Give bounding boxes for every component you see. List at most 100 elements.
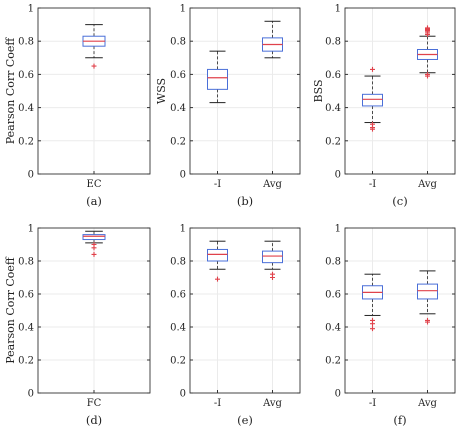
panel-caption: (e) <box>237 413 253 427</box>
panel-caption: (a) <box>86 194 102 208</box>
y-tick-label: 0.4 <box>170 323 186 334</box>
x-tick-label: -I <box>214 398 221 409</box>
x-tick-label: -I <box>214 179 221 190</box>
y-tick-label: 1 <box>28 4 34 15</box>
y-tick-label: 1 <box>335 224 341 235</box>
y-tick-label: 0.8 <box>18 257 34 268</box>
axes-frame <box>344 7 456 175</box>
box-2 <box>417 25 438 79</box>
plot-area <box>345 8 455 174</box>
box-1 <box>82 24 106 69</box>
y-tick-label: 0.6 <box>18 290 34 301</box>
box-1 <box>362 66 383 132</box>
y-tick-label: 0.8 <box>170 37 186 48</box>
chart-panel-5: 0 0.2 0.4 0.6 0.8 1 -I Avg (e) <box>170 224 301 427</box>
outlier-point <box>370 121 375 127</box>
panel-caption: (b) <box>237 194 253 208</box>
outlier-point <box>370 326 375 332</box>
outlier-point <box>425 319 430 325</box>
plot-area <box>345 228 455 393</box>
iqr-box <box>207 248 228 262</box>
axes-frame <box>189 7 301 175</box>
panel-caption: (d) <box>86 413 102 427</box>
y-tick-label: 0.4 <box>325 323 341 334</box>
y-axis-label: BSS <box>312 80 325 103</box>
y-axis-label: Pearson Corr Coeff <box>4 37 17 145</box>
iqr-box <box>82 234 106 241</box>
panel-caption: (f) <box>393 413 406 427</box>
y-tick-label: 0.2 <box>170 356 186 367</box>
iqr-box <box>362 93 383 107</box>
outlier-point <box>91 251 97 257</box>
chart-panel-3: 0 0.2 0.4 0.6 0.8 1 -I Avg BSS (c) <box>312 4 456 208</box>
y-tick-label: 0.8 <box>170 257 186 268</box>
y-tick-label: 0.8 <box>18 37 34 48</box>
y-tick-label: 0 <box>335 170 341 181</box>
x-tick-label: Avg <box>262 179 282 190</box>
y-tick-label: 0.2 <box>325 356 341 367</box>
chart-panel-1: 0 0.2 0.4 0.6 0.8 1 EC Pearson Corr Coeff (a) <box>4 4 151 208</box>
plot-area <box>190 8 300 174</box>
axes-frame <box>37 227 151 394</box>
y-tick-label: 0.2 <box>325 136 341 147</box>
box-1 <box>82 230 106 257</box>
y-axis-label: WSS <box>155 78 168 104</box>
box-1 <box>207 240 228 282</box>
x-tick-label: -I <box>369 179 376 190</box>
axes-frame <box>344 227 456 394</box>
chart-panel-4: 0 0.2 0.4 0.6 0.8 1 FC Pearson Corr Coeff (d) <box>4 224 151 427</box>
y-tick-label: 0 <box>28 170 34 181</box>
y-axis-label: Pearson Corr Coeff <box>4 256 17 364</box>
iqr-box <box>417 283 438 300</box>
outlier-point <box>91 63 97 69</box>
y-tick-label: 0.8 <box>325 37 341 48</box>
y-tick-label: 0 <box>180 170 186 181</box>
plot-area <box>190 228 300 393</box>
y-tick-label: 0.2 <box>18 356 34 367</box>
chart-panel-2: 0 0.2 0.4 0.6 0.8 1 -I Avg WSS (b) <box>155 4 301 208</box>
x-tick-label: EC <box>87 179 102 190</box>
chart-panel-6: 0 0.2 0.4 0.6 0.8 1 -I Avg (f) <box>325 224 456 427</box>
iqr-box <box>262 250 283 264</box>
y-tick-label: 1 <box>180 4 186 15</box>
y-tick-label: 0.6 <box>325 290 341 301</box>
x-tick-label: Avg <box>262 398 282 409</box>
y-tick-label: 0.4 <box>18 323 34 334</box>
outlier-point <box>215 276 220 282</box>
outlier-point <box>425 71 430 77</box>
y-tick-label: 1 <box>180 224 186 235</box>
outlier-point <box>91 245 97 251</box>
y-tick-label: 0.6 <box>170 290 186 301</box>
y-tick-label: 0.4 <box>18 103 34 114</box>
y-tick-label: 0 <box>28 389 34 400</box>
outlier-point <box>270 275 275 280</box>
y-tick-label: 0.8 <box>325 257 341 268</box>
y-tick-label: 0 <box>180 389 186 400</box>
y-tick-label: 1 <box>28 224 34 235</box>
y-tick-label: 0.2 <box>170 136 186 147</box>
y-tick-label: 1 <box>335 4 341 15</box>
y-tick-label: 0.2 <box>18 136 34 147</box>
x-tick-label: Avg <box>417 179 437 190</box>
iqr-box <box>207 68 228 90</box>
box-2 <box>262 240 283 280</box>
box-1 <box>207 50 228 104</box>
y-tick-label: 0 <box>335 389 341 400</box>
box-1 <box>362 273 383 332</box>
y-tick-label: 0.4 <box>170 103 186 114</box>
y-tick-label: 0.6 <box>170 70 186 81</box>
outlier-point <box>370 321 375 327</box>
box-2 <box>262 20 283 59</box>
x-tick-label: FC <box>87 398 102 409</box>
y-tick-label: 0.6 <box>325 70 341 81</box>
y-tick-label: 0.4 <box>325 103 341 114</box>
outlier-point <box>425 25 430 31</box>
axes-frame <box>37 7 151 175</box>
y-tick-label: 0.6 <box>18 70 34 81</box>
axes-frame <box>189 227 301 394</box>
x-tick-label: Avg <box>417 398 437 409</box>
outlier-point <box>370 66 375 72</box>
x-tick-label: -I <box>369 398 376 409</box>
panel-caption: (c) <box>392 194 407 208</box>
